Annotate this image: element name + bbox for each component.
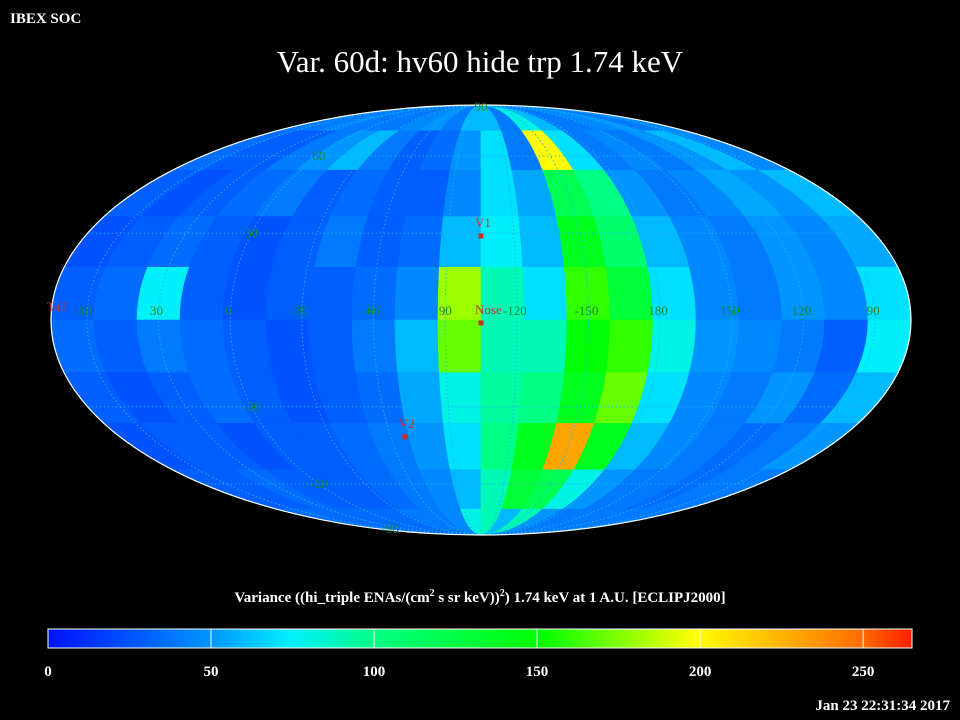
map-cell <box>522 319 568 374</box>
marker <box>478 320 484 326</box>
map-cell <box>605 319 654 374</box>
marker-label: V2 <box>399 416 415 431</box>
colorbar-tick-label: 250 <box>852 664 875 680</box>
meridian <box>158 105 482 535</box>
lon-label: 30 <box>150 303 163 318</box>
map-cell <box>564 319 611 374</box>
meridian <box>480 105 804 535</box>
map-cell <box>647 319 697 374</box>
lon-label: 180 <box>648 303 668 318</box>
map-cell <box>397 216 444 268</box>
meridian <box>480 105 876 535</box>
lat-label: -60 <box>310 476 327 491</box>
label-superscript: 2 <box>430 588 435 599</box>
map-grid <box>86 105 876 535</box>
header: IBEX SOC <box>10 11 81 27</box>
map-cell <box>480 372 524 424</box>
colorbar-tick-label: 200 <box>689 664 712 680</box>
map-cell <box>730 319 783 374</box>
colorbar-ticks: 0 50 100 150 200 250 <box>44 629 874 680</box>
map-cell <box>438 372 482 424</box>
map-cell <box>518 216 565 268</box>
map-cells <box>51 105 911 535</box>
map-cell <box>394 266 440 321</box>
map-cell <box>437 319 482 374</box>
label-part: Variance ((hi_triple ENAs/(cm <box>234 590 430 606</box>
map-labels: 60 30 0 -30 -60 -90 -120 -150 180 150 120 90 90 60 30 -… <box>47 99 880 536</box>
label-part: s sr keV)) <box>435 590 500 606</box>
label-part: ) 1.74 keV at 1 A.U. [ECLIPJ2000] <box>505 590 726 606</box>
lon-label: -120 <box>503 303 527 318</box>
marker <box>402 434 408 440</box>
marker-label: Nose <box>475 302 502 317</box>
marker <box>478 233 484 239</box>
lon-label: 120 <box>792 303 812 318</box>
label-superscript: 2 <box>500 588 505 599</box>
lon-label: -60 <box>363 303 380 318</box>
map-cell <box>308 319 357 374</box>
map-cell <box>222 319 273 374</box>
map-outline <box>50 104 912 536</box>
map-cell <box>308 266 357 321</box>
colorbar <box>47 628 913 649</box>
lon-label: 0 <box>225 303 232 318</box>
map-cell <box>442 423 482 471</box>
timestamp: Jan 23 22:31:34 2017 <box>815 698 950 714</box>
lon-label: 60 <box>78 303 91 318</box>
lat-label: -30 <box>243 399 260 414</box>
colorbar-tick-label: 100 <box>363 664 386 680</box>
lon-label: -150 <box>575 303 599 318</box>
marker-label: V1 <box>475 215 491 230</box>
meridian <box>480 105 589 535</box>
lon-label: 150 <box>720 303 740 318</box>
map-cell <box>480 319 525 374</box>
lat-label: -90 <box>381 521 398 536</box>
map-cell <box>522 266 568 321</box>
map-cell <box>265 319 315 374</box>
colorbar-tick-label: 0 <box>44 664 52 680</box>
map-cell <box>605 266 654 321</box>
lat-label: 90 <box>475 99 488 114</box>
colorbar-tick-label: 50 <box>204 664 219 680</box>
lon-label: 90 <box>867 303 880 318</box>
map-cell <box>689 319 740 374</box>
colorbar-tick-label: 150 <box>526 664 549 680</box>
colorbar-label: Variance ((hi_triple ENAs/(cm2 s sr keV)… <box>234 588 725 606</box>
marker-label: Tail <box>47 299 67 314</box>
map-cell <box>518 372 565 424</box>
lon-label: -30 <box>291 303 308 318</box>
meridian <box>373 105 482 535</box>
lon-label: -90 <box>434 303 451 318</box>
title: Var. 60d: hv60 hide trp 1.74 keV <box>277 44 684 79</box>
map-cell <box>442 169 482 217</box>
meridian <box>86 105 482 535</box>
map-cell <box>351 319 398 374</box>
meridian <box>229 105 482 535</box>
map-cell <box>394 319 440 374</box>
lat-label: 30 <box>245 225 258 240</box>
lat-label: 60 <box>312 148 325 163</box>
